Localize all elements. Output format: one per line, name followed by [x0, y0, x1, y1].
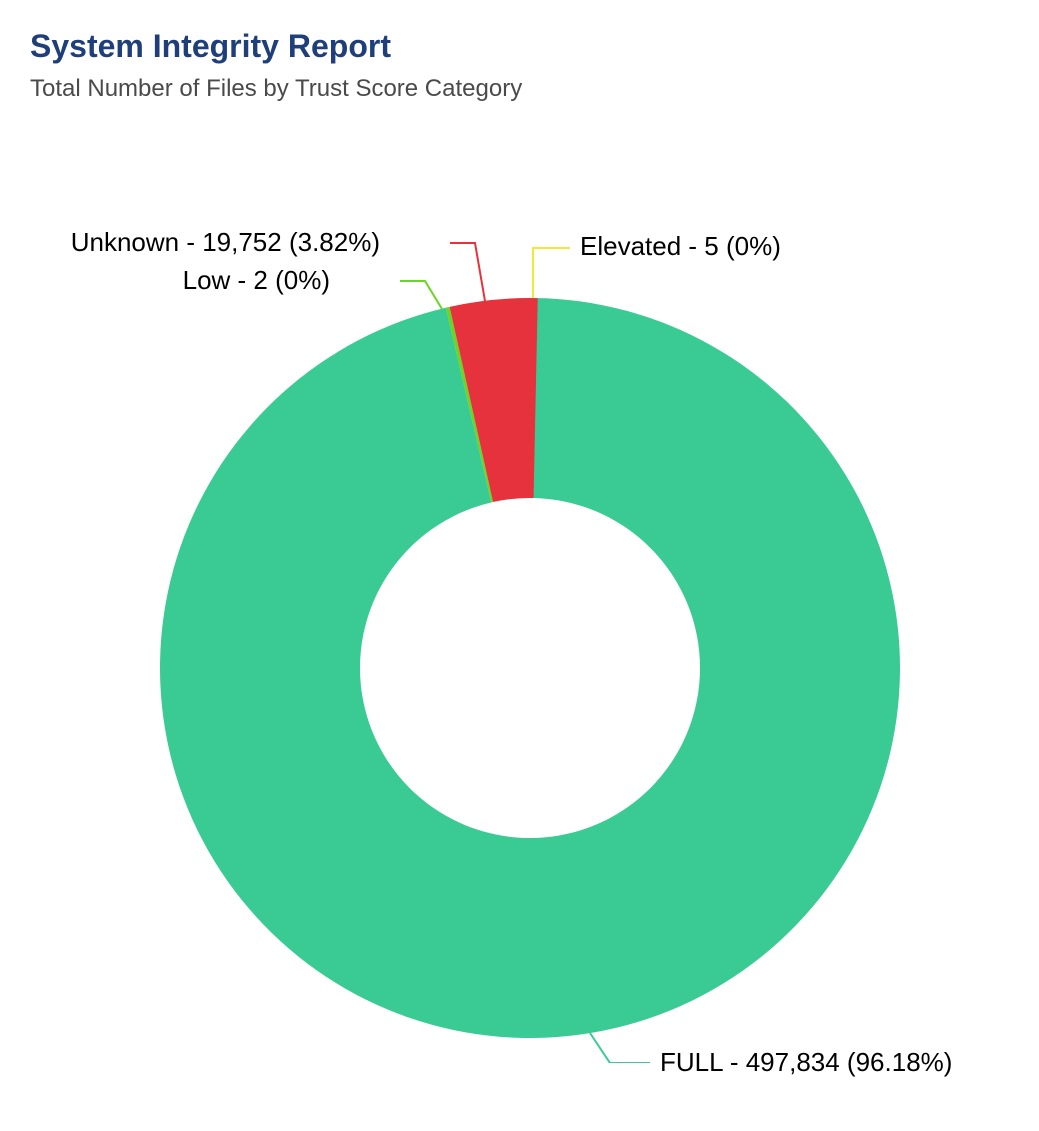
- label-full: FULL - 497,834 (96.18%): [660, 1047, 952, 1078]
- leader-elevated: [533, 248, 570, 298]
- leader-full: [590, 1033, 650, 1063]
- label-unknown: Unknown - 19,752 (3.82%): [71, 227, 380, 258]
- label-low: Low - 2 (0%): [183, 265, 330, 296]
- page-title: System Integrity Report: [30, 28, 1009, 65]
- report-page: System Integrity Report Total Number of …: [0, 0, 1039, 1131]
- label-elevated: Elevated - 5 (0%): [580, 231, 781, 262]
- page-subtitle: Total Number of Files by Trust Score Cat…: [30, 75, 1009, 103]
- donut-chart: Elevated - 5 (0%)FULL - 497,834 (96.18%)…: [30, 103, 1009, 1063]
- leader-unknown: [450, 243, 485, 301]
- leader-low: [400, 281, 442, 309]
